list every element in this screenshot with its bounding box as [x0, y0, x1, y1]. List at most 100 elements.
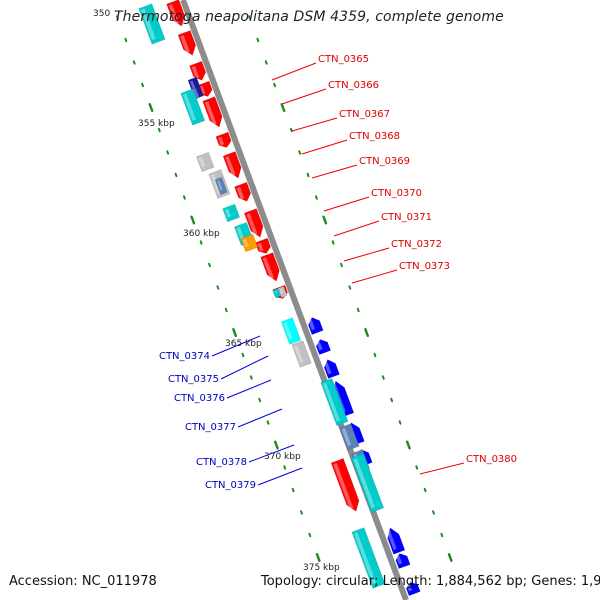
minor-tick [308, 532, 312, 538]
minor-tick [124, 37, 128, 43]
major-tick [148, 103, 154, 112]
minor-tick [348, 285, 352, 290]
leader-line [333, 220, 380, 237]
tick-label: 360 kbp [183, 229, 220, 239]
cyan-feature [351, 527, 386, 589]
minor-tick [241, 352, 245, 358]
leader-line [323, 196, 370, 212]
reverse-gene [395, 553, 411, 570]
minor-tick [208, 262, 211, 268]
minor-tick [264, 60, 268, 65]
orange-feature [240, 233, 259, 253]
reverse-gene [308, 317, 324, 335]
forward-gene [189, 60, 207, 81]
major-tick [364, 328, 369, 337]
topology-text: Topology: circular; Length: 1,884,562 bp… [261, 574, 600, 589]
minor-tick [157, 127, 161, 133]
minor-tick [314, 195, 318, 200]
gene-label-reverse: CTN_0379 [205, 480, 256, 491]
leader-line [351, 269, 398, 284]
cyan-feature [180, 88, 206, 126]
gene-label-forward: CTN_0373 [399, 261, 450, 272]
minor-tick [373, 352, 377, 358]
minor-tick [248, 15, 251, 20]
gene-label-reverse: CTN_0374 [159, 351, 210, 362]
gene-label-reverse: CTN_0377 [185, 422, 236, 433]
forward-gene [202, 96, 223, 128]
gene-label-forward: CTN_0380 [466, 454, 517, 465]
minor-tick [440, 532, 444, 538]
minor-tick [432, 510, 435, 515]
reverse-gene [386, 527, 406, 555]
minor-tick [390, 397, 394, 403]
gray-feature [291, 340, 312, 368]
gene-label-reverse: CTN_0376 [174, 393, 225, 404]
minor-tick [216, 285, 220, 290]
gene-labels: CTN_0365 CTN_0366 CTN_0367 CTN_0368 CTN_0369… [159, 54, 517, 491]
minor-tick [331, 240, 335, 245]
leader-line [211, 335, 261, 357]
tick-label: 375 kbp [303, 563, 340, 573]
forward-gene [166, 0, 186, 27]
minor-tick [258, 397, 262, 403]
map-title: Thermotoga neapolitana DSM 4359, complet… [114, 9, 504, 25]
minor-tick [256, 37, 260, 43]
minor-tick [199, 240, 203, 245]
minor-tick [289, 127, 293, 133]
cyan-feature [222, 203, 241, 223]
minor-tick [306, 172, 310, 178]
gene-label-forward: CTN_0366 [328, 80, 379, 91]
cyan-feature [280, 317, 302, 345]
minor-tick [298, 150, 302, 155]
minor-tick [381, 375, 385, 380]
leader-line [281, 88, 327, 105]
forward-gene [177, 30, 197, 56]
major-tick [280, 103, 286, 112]
gene-label-reverse: CTN_0375 [168, 374, 219, 385]
cyan-feature [320, 377, 349, 427]
major-tick [190, 215, 196, 225]
accession-text: Accession: NC_011978 [9, 574, 157, 589]
leader-line [237, 408, 283, 428]
forward-gene [243, 208, 264, 238]
minor-tick [273, 82, 277, 88]
gene-label-forward: CTN_0367 [339, 109, 390, 120]
tick-marks [116, 15, 453, 562]
leader-line [257, 467, 303, 486]
major-tick [232, 328, 237, 337]
steel-feature [214, 176, 228, 196]
gene-label-reverse: CTN_0378 [196, 457, 247, 468]
minor-tick [291, 487, 295, 493]
leader-line [271, 62, 317, 81]
forward-gene [234, 181, 252, 202]
minor-tick [132, 60, 136, 65]
leader-line [291, 117, 338, 132]
major-tick [273, 440, 279, 450]
leader-line [419, 462, 465, 475]
gene-label-forward: CTN_0370 [371, 188, 422, 199]
minor-tick [174, 172, 178, 178]
major-tick [315, 553, 321, 562]
leader-line [301, 139, 348, 155]
leader-line [220, 355, 269, 380]
major-tick [322, 215, 328, 225]
cyan-feature [350, 453, 385, 513]
tick-label: 355 kbp [138, 119, 175, 129]
minor-tick [300, 510, 303, 515]
gene-label-forward: CTN_0369 [359, 156, 410, 167]
forward-gene [254, 237, 271, 254]
cyan-feature [138, 3, 166, 45]
forward-gene [222, 151, 242, 179]
leader-line [343, 247, 390, 262]
reverse-gene [315, 339, 332, 356]
minor-tick [166, 150, 170, 155]
leader-line [311, 164, 358, 179]
minor-tick [249, 375, 253, 380]
major-tick [405, 440, 411, 450]
minor-tick [182, 195, 186, 200]
minor-tick [116, 15, 119, 20]
gene-label-forward: CTN_0371 [381, 212, 432, 223]
forward-gene [330, 458, 360, 512]
leader-line [248, 444, 295, 463]
